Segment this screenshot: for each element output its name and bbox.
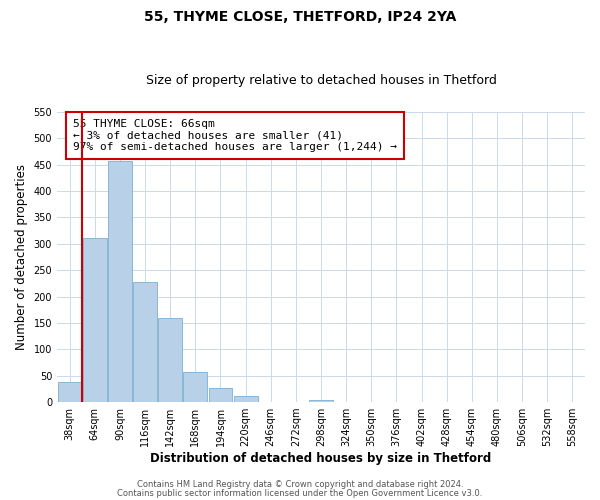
Bar	[184, 372, 207, 402]
Bar	[83, 238, 107, 402]
Bar	[309, 400, 333, 402]
Text: Contains HM Land Registry data © Crown copyright and database right 2024.: Contains HM Land Registry data © Crown c…	[137, 480, 463, 489]
Text: 55, THYME CLOSE, THETFORD, IP24 2YA: 55, THYME CLOSE, THETFORD, IP24 2YA	[144, 10, 456, 24]
Title: Size of property relative to detached houses in Thetford: Size of property relative to detached ho…	[146, 74, 496, 87]
Y-axis label: Number of detached properties: Number of detached properties	[15, 164, 28, 350]
Text: 55 THYME CLOSE: 66sqm
← 3% of detached houses are smaller (41)
97% of semi-detac: 55 THYME CLOSE: 66sqm ← 3% of detached h…	[73, 119, 397, 152]
X-axis label: Distribution of detached houses by size in Thetford: Distribution of detached houses by size …	[151, 452, 491, 465]
Text: Contains public sector information licensed under the Open Government Licence v3: Contains public sector information licen…	[118, 488, 482, 498]
Bar	[158, 318, 182, 402]
Bar	[209, 388, 232, 402]
Bar	[133, 282, 157, 402]
Bar	[233, 396, 257, 402]
Bar	[108, 161, 132, 402]
Bar	[58, 382, 82, 402]
